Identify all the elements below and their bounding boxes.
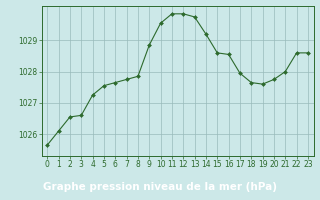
- Text: Graphe pression niveau de la mer (hPa): Graphe pression niveau de la mer (hPa): [43, 182, 277, 192]
